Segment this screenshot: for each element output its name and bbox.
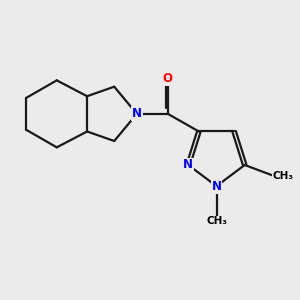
Text: CH₃: CH₃ <box>206 216 227 226</box>
Text: N: N <box>183 158 193 172</box>
Text: CH₃: CH₃ <box>273 171 294 181</box>
Text: N: N <box>132 107 142 120</box>
Text: O: O <box>163 72 173 85</box>
Text: N: N <box>212 180 221 193</box>
